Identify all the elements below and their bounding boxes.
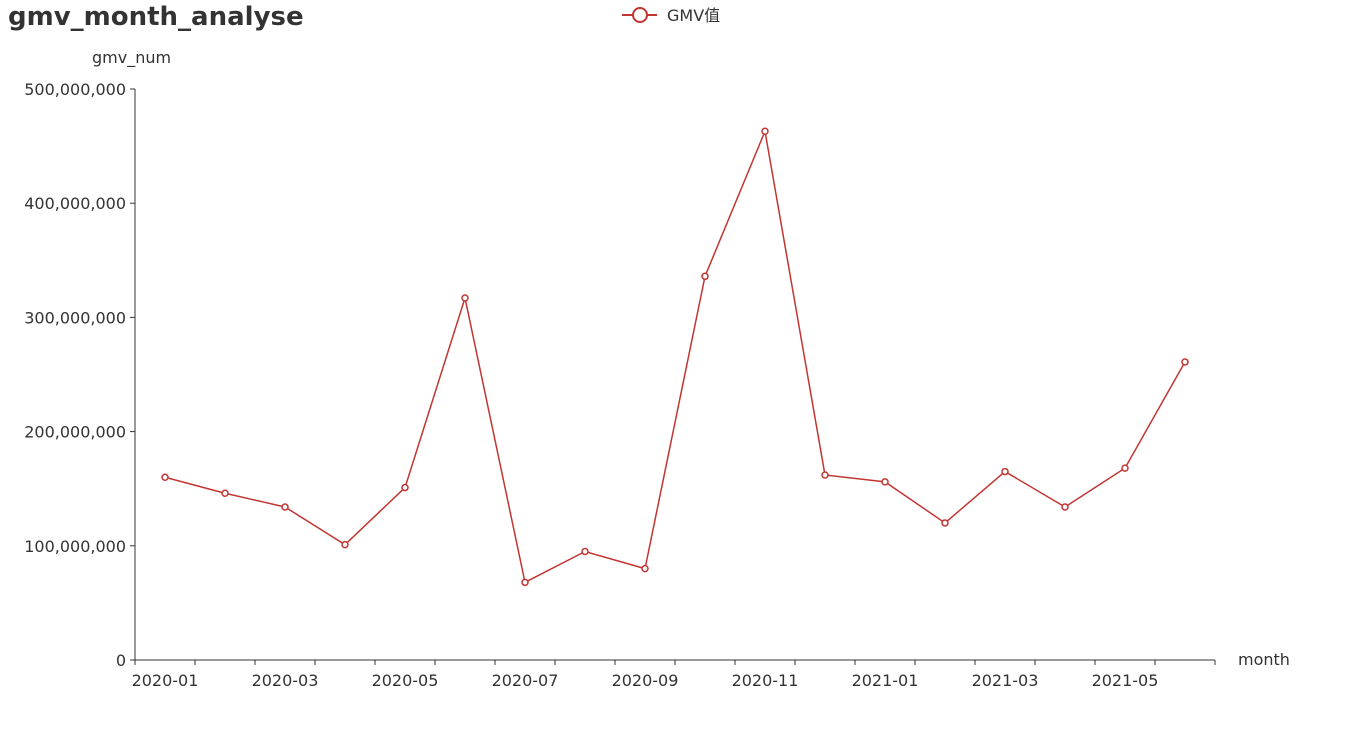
y-tick-label: 300,000,000 [24,308,126,327]
x-tick-label: 2020-09 [612,671,679,690]
data-point[interactable] [641,564,649,573]
data-point[interactable] [1181,358,1189,366]
data-point[interactable] [1061,503,1069,511]
data-point[interactable] [161,473,169,482]
data-point[interactable] [461,294,469,302]
x-tick-label: 2020-11 [732,671,799,690]
data-point[interactable] [1121,464,1129,472]
series-line [164,128,1186,584]
y-tick-label: 400,000,000 [24,194,126,213]
x-tick-label: 2020-03 [252,671,319,690]
data-point[interactable] [881,478,889,486]
data-point[interactable] [701,272,709,281]
data-point[interactable] [341,540,349,549]
y-axis-ticks: 0 100,000,000 200,000,000 300,000,000 400,00… [24,80,135,670]
x-axis-name: month [1238,650,1290,669]
x-tick-label: 2020-01 [132,671,199,690]
y-tick-label: 200,000,000 [24,423,126,442]
legend-circle-icon [632,7,648,23]
data-point[interactable] [941,519,949,527]
x-axis-ticks: 2020-01 2020-03 2020-05 2020-07 2020-09 2020-… [132,660,1216,690]
y-axis-name: gmv_num [92,48,171,68]
data-point[interactable] [401,483,409,492]
legend-label: GMV值 [667,6,720,25]
data-point[interactable] [221,489,229,498]
chart-title: gmv_month_analyse [8,2,304,32]
data-point[interactable] [821,471,829,479]
data-point[interactable] [761,127,769,136]
x-tick-label: 2020-05 [372,671,439,690]
x-tick-label: 2020-07 [492,671,559,690]
y-tick-label: 0 [116,651,126,670]
data-point[interactable] [521,578,529,587]
y-tick-label: 100,000,000 [24,537,126,556]
y-tick-label: 500,000,000 [24,80,126,99]
data-point[interactable] [281,503,289,511]
data-point[interactable] [1001,467,1009,476]
series-points [161,127,1189,587]
data-point[interactable] [581,547,589,556]
legend[interactable]: GMV值 [622,6,720,25]
x-tick-label: 2021-01 [852,671,919,690]
x-tick-label: 2021-05 [1092,671,1159,690]
x-tick-label: 2021-03 [972,671,1039,690]
